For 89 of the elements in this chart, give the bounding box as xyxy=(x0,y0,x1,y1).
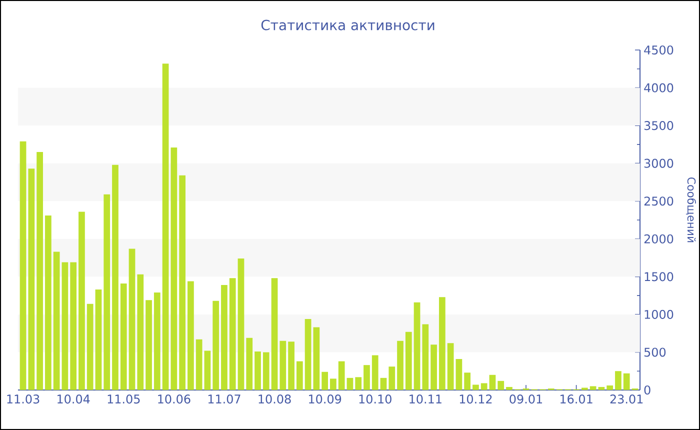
bar xyxy=(28,168,35,390)
bar xyxy=(238,258,244,390)
bar xyxy=(606,385,614,390)
bar xyxy=(254,351,261,390)
y-axis-title: Сообщений xyxy=(686,177,696,242)
x-tick-label: 11.07 xyxy=(208,394,240,404)
bar xyxy=(271,278,278,390)
x-tick-label: 11.05 xyxy=(108,394,140,404)
bar xyxy=(204,350,211,390)
y-tick-label: 2500 xyxy=(644,196,674,206)
bar xyxy=(120,283,127,390)
bar xyxy=(196,339,202,390)
bar xyxy=(372,355,378,390)
bar xyxy=(464,372,471,390)
bar xyxy=(154,292,160,390)
y-tick-label: 0 xyxy=(644,385,650,395)
x-tick-label: 09.01 xyxy=(510,394,542,404)
x-tick-label: 10.04 xyxy=(58,394,90,404)
bar xyxy=(288,342,294,390)
bar xyxy=(146,300,152,390)
bar xyxy=(104,194,110,390)
bar xyxy=(262,352,270,390)
x-tick-label: 10.06 xyxy=(158,394,190,404)
bar xyxy=(623,373,630,390)
bar xyxy=(330,378,336,390)
bar xyxy=(590,386,596,390)
x-tick-label: 10.11 xyxy=(410,394,442,404)
x-tick-label: 10.12 xyxy=(460,394,492,404)
bar xyxy=(229,278,236,390)
bar xyxy=(456,359,462,390)
bar xyxy=(246,338,253,390)
y-tick-label: 1500 xyxy=(644,272,674,282)
bar xyxy=(280,340,286,390)
bar xyxy=(380,378,387,390)
bar xyxy=(355,377,362,390)
bar xyxy=(128,248,136,390)
y-tick-label: 2000 xyxy=(644,234,674,244)
bar xyxy=(506,386,512,390)
bar xyxy=(112,164,118,390)
bar xyxy=(489,374,496,390)
x-tick-label: 10.09 xyxy=(309,394,342,404)
x-tick-label: 11.03 xyxy=(7,394,40,404)
bar xyxy=(53,252,60,390)
bar xyxy=(397,340,404,390)
bar xyxy=(598,386,605,390)
bar xyxy=(414,302,420,390)
y-tick-label: 3000 xyxy=(644,158,674,168)
bar xyxy=(36,152,43,390)
bar xyxy=(388,366,396,390)
bar xyxy=(44,215,52,390)
bar xyxy=(422,324,429,390)
bar xyxy=(322,372,328,390)
bar xyxy=(78,212,85,390)
bar xyxy=(70,262,77,390)
bar xyxy=(313,327,320,390)
bar xyxy=(170,147,178,390)
x-tick-label: 10.08 xyxy=(258,394,291,404)
bar xyxy=(212,300,220,390)
bar xyxy=(95,290,102,390)
y-tick-label: 1000 xyxy=(644,310,674,319)
bar xyxy=(86,304,94,390)
bar xyxy=(472,384,479,390)
bar xyxy=(338,361,345,390)
bar xyxy=(162,64,169,390)
y-tick-label: 500 xyxy=(644,348,666,357)
bar xyxy=(20,141,26,390)
bar xyxy=(438,297,446,390)
bar xyxy=(364,365,370,390)
bar xyxy=(480,383,488,390)
bar xyxy=(296,361,303,390)
bar xyxy=(137,274,144,390)
y-tick-label: 3500 xyxy=(644,121,674,130)
bar xyxy=(430,344,437,390)
bar xyxy=(447,343,454,390)
bar xyxy=(188,281,194,390)
x-tick-label: 10.10 xyxy=(359,394,392,404)
bar xyxy=(62,262,68,390)
bar xyxy=(615,371,622,390)
y-tick-label: 4500 xyxy=(644,45,674,55)
x-tick-label: 23.01 xyxy=(610,394,643,404)
bar xyxy=(304,318,312,390)
y-tick-label: 4000 xyxy=(644,83,674,92)
bar xyxy=(346,378,354,390)
chart-title: Статистика активности xyxy=(261,20,434,30)
x-tick-label: 16.01 xyxy=(560,394,592,404)
bar xyxy=(405,332,412,390)
bar xyxy=(221,284,228,390)
bar xyxy=(179,175,186,390)
bar xyxy=(498,380,504,390)
